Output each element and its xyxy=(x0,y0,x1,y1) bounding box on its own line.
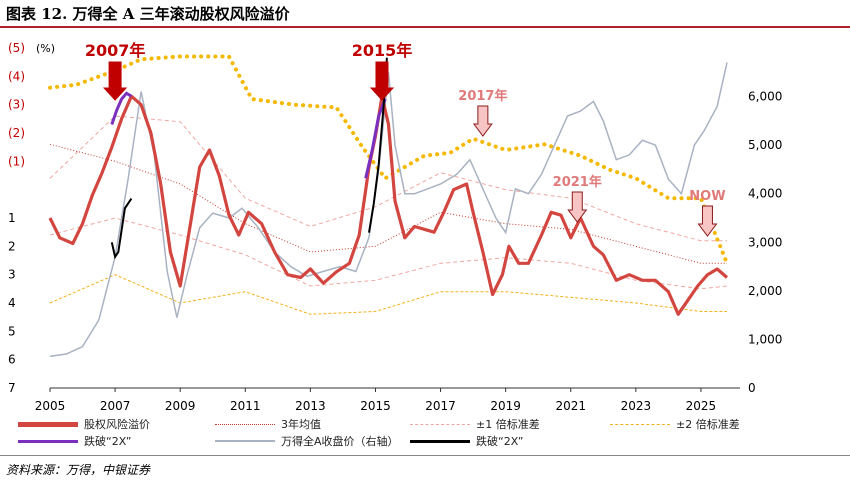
x-tick-label: 2015 xyxy=(360,399,391,413)
series-sd2-upper xyxy=(48,54,729,266)
legend-item-sd2: ±2 倍标准差 xyxy=(610,416,740,432)
x-tick-label: 2025 xyxy=(686,399,717,413)
x-tick-label: 2013 xyxy=(295,399,326,413)
source-note: 资料来源：万得，中银证券 xyxy=(6,463,151,477)
annotation-arrow-icon xyxy=(102,61,128,101)
left-tick-label: (4) xyxy=(8,69,25,83)
right-tick-label: 5,000 xyxy=(748,138,782,152)
x-tick-label: 2009 xyxy=(165,399,196,413)
series-mean xyxy=(49,143,727,264)
annotation-label: 2015年 xyxy=(352,41,413,60)
left-tick-label: (1) xyxy=(8,154,25,168)
left-tick-label: 2 xyxy=(8,239,16,253)
title-rule xyxy=(0,26,850,28)
left-tick-label: 3 xyxy=(8,268,16,282)
annotation-arrow-icon xyxy=(472,105,493,137)
right-tick-label: 1,000 xyxy=(748,332,782,346)
left-tick-label: 1 xyxy=(8,211,16,225)
left-tick-label: (5) xyxy=(8,41,25,55)
series-break-erp-2015 xyxy=(364,98,387,179)
series-sd2-lower xyxy=(49,274,727,315)
footer-rule xyxy=(0,455,850,456)
legend-label-erp: 股权风险溢价 xyxy=(84,418,150,431)
left-tick-label: 6 xyxy=(8,353,16,367)
x-tick-label: 2007 xyxy=(100,399,131,413)
annotation-arrow-icon xyxy=(697,205,718,237)
legend-swatch-erp xyxy=(18,421,78,427)
annotation-label: 2017年 xyxy=(458,88,507,104)
legend-item-break-erp: 跌破“2X” xyxy=(18,433,132,449)
legend-label-sd1: ±1 倍标准差 xyxy=(476,418,540,431)
annotation-label: 2007年 xyxy=(85,41,146,60)
left-axis-unit: (%) xyxy=(36,42,55,55)
legend-label-mean: 3年均值 xyxy=(281,418,321,431)
left-tick-label: (3) xyxy=(8,98,25,112)
right-tick-label: 0 xyxy=(748,381,756,395)
legend-swatch-index xyxy=(215,440,275,442)
left-tick-label: (2) xyxy=(8,126,25,140)
x-tick-label: 2011 xyxy=(230,399,261,413)
series-index xyxy=(49,62,728,358)
series-sd1-upper xyxy=(49,115,727,242)
legend-item-break-index: 跌破“2X” xyxy=(410,433,524,449)
left-tick-label: 4 xyxy=(8,296,16,310)
left-tick-label: 5 xyxy=(8,324,16,338)
legend-swatch-sd1 xyxy=(410,423,470,425)
legend-item-erp: 股权风险溢价 xyxy=(18,416,150,432)
series-break-erp-2007 xyxy=(110,91,133,125)
annotation-arrow-icon xyxy=(567,191,588,223)
series-break-index-2007 xyxy=(110,198,133,260)
legend-swatch-break-erp xyxy=(18,439,78,443)
legend-label-index: 万得全A收盘价（右轴） xyxy=(281,435,399,448)
right-tick-label: 4,000 xyxy=(748,187,782,201)
x-tick-label: 2005 xyxy=(35,399,66,413)
erp-chart: 2005 2007 2009 2011 2013 2015 2017 2019 2021 2023… xyxy=(8,41,782,413)
x-tick-label: 2023 xyxy=(621,399,652,413)
x-tick-label: 2019 xyxy=(490,399,521,413)
x-tick-label: 2017 xyxy=(425,399,456,413)
right-tick-label: 3,000 xyxy=(748,235,782,249)
legend-swatch-break-index xyxy=(410,439,470,443)
annotation-label: NOW xyxy=(689,189,725,204)
legend-label-sd2: ±2 倍标准差 xyxy=(676,418,740,431)
left-tick-label: 7 xyxy=(8,381,16,395)
legend-item-index: 万得全A收盘价（右轴） xyxy=(215,433,399,449)
legend-item-sd1: ±1 倍标准差 xyxy=(410,416,540,432)
legend-swatch-sd2 xyxy=(610,423,670,425)
annotation-label: 2021年 xyxy=(553,174,602,190)
chart-legend: 股权风险溢价 3年均值 ±1 倍标准差 ±2 倍标准差 跌破“2X” 万得全A收… xyxy=(10,416,840,450)
right-tick-label: 2,000 xyxy=(748,284,782,298)
series-sd1-lower xyxy=(49,217,728,290)
legend-label-break-erp: 跌破“2X” xyxy=(84,435,132,448)
legend-swatch-mean xyxy=(215,423,275,425)
right-tick-label: 6,000 xyxy=(748,90,782,104)
figure-title: 图表 12. 万得全 A 三年滚动股权风险溢价 xyxy=(6,5,290,23)
x-tick-label: 2021 xyxy=(555,399,586,413)
annotation-arrow-icon xyxy=(369,61,395,101)
series-erp xyxy=(48,94,729,316)
legend-label-break-index: 跌破“2X” xyxy=(476,435,524,448)
legend-item-mean: 3年均值 xyxy=(215,416,321,432)
